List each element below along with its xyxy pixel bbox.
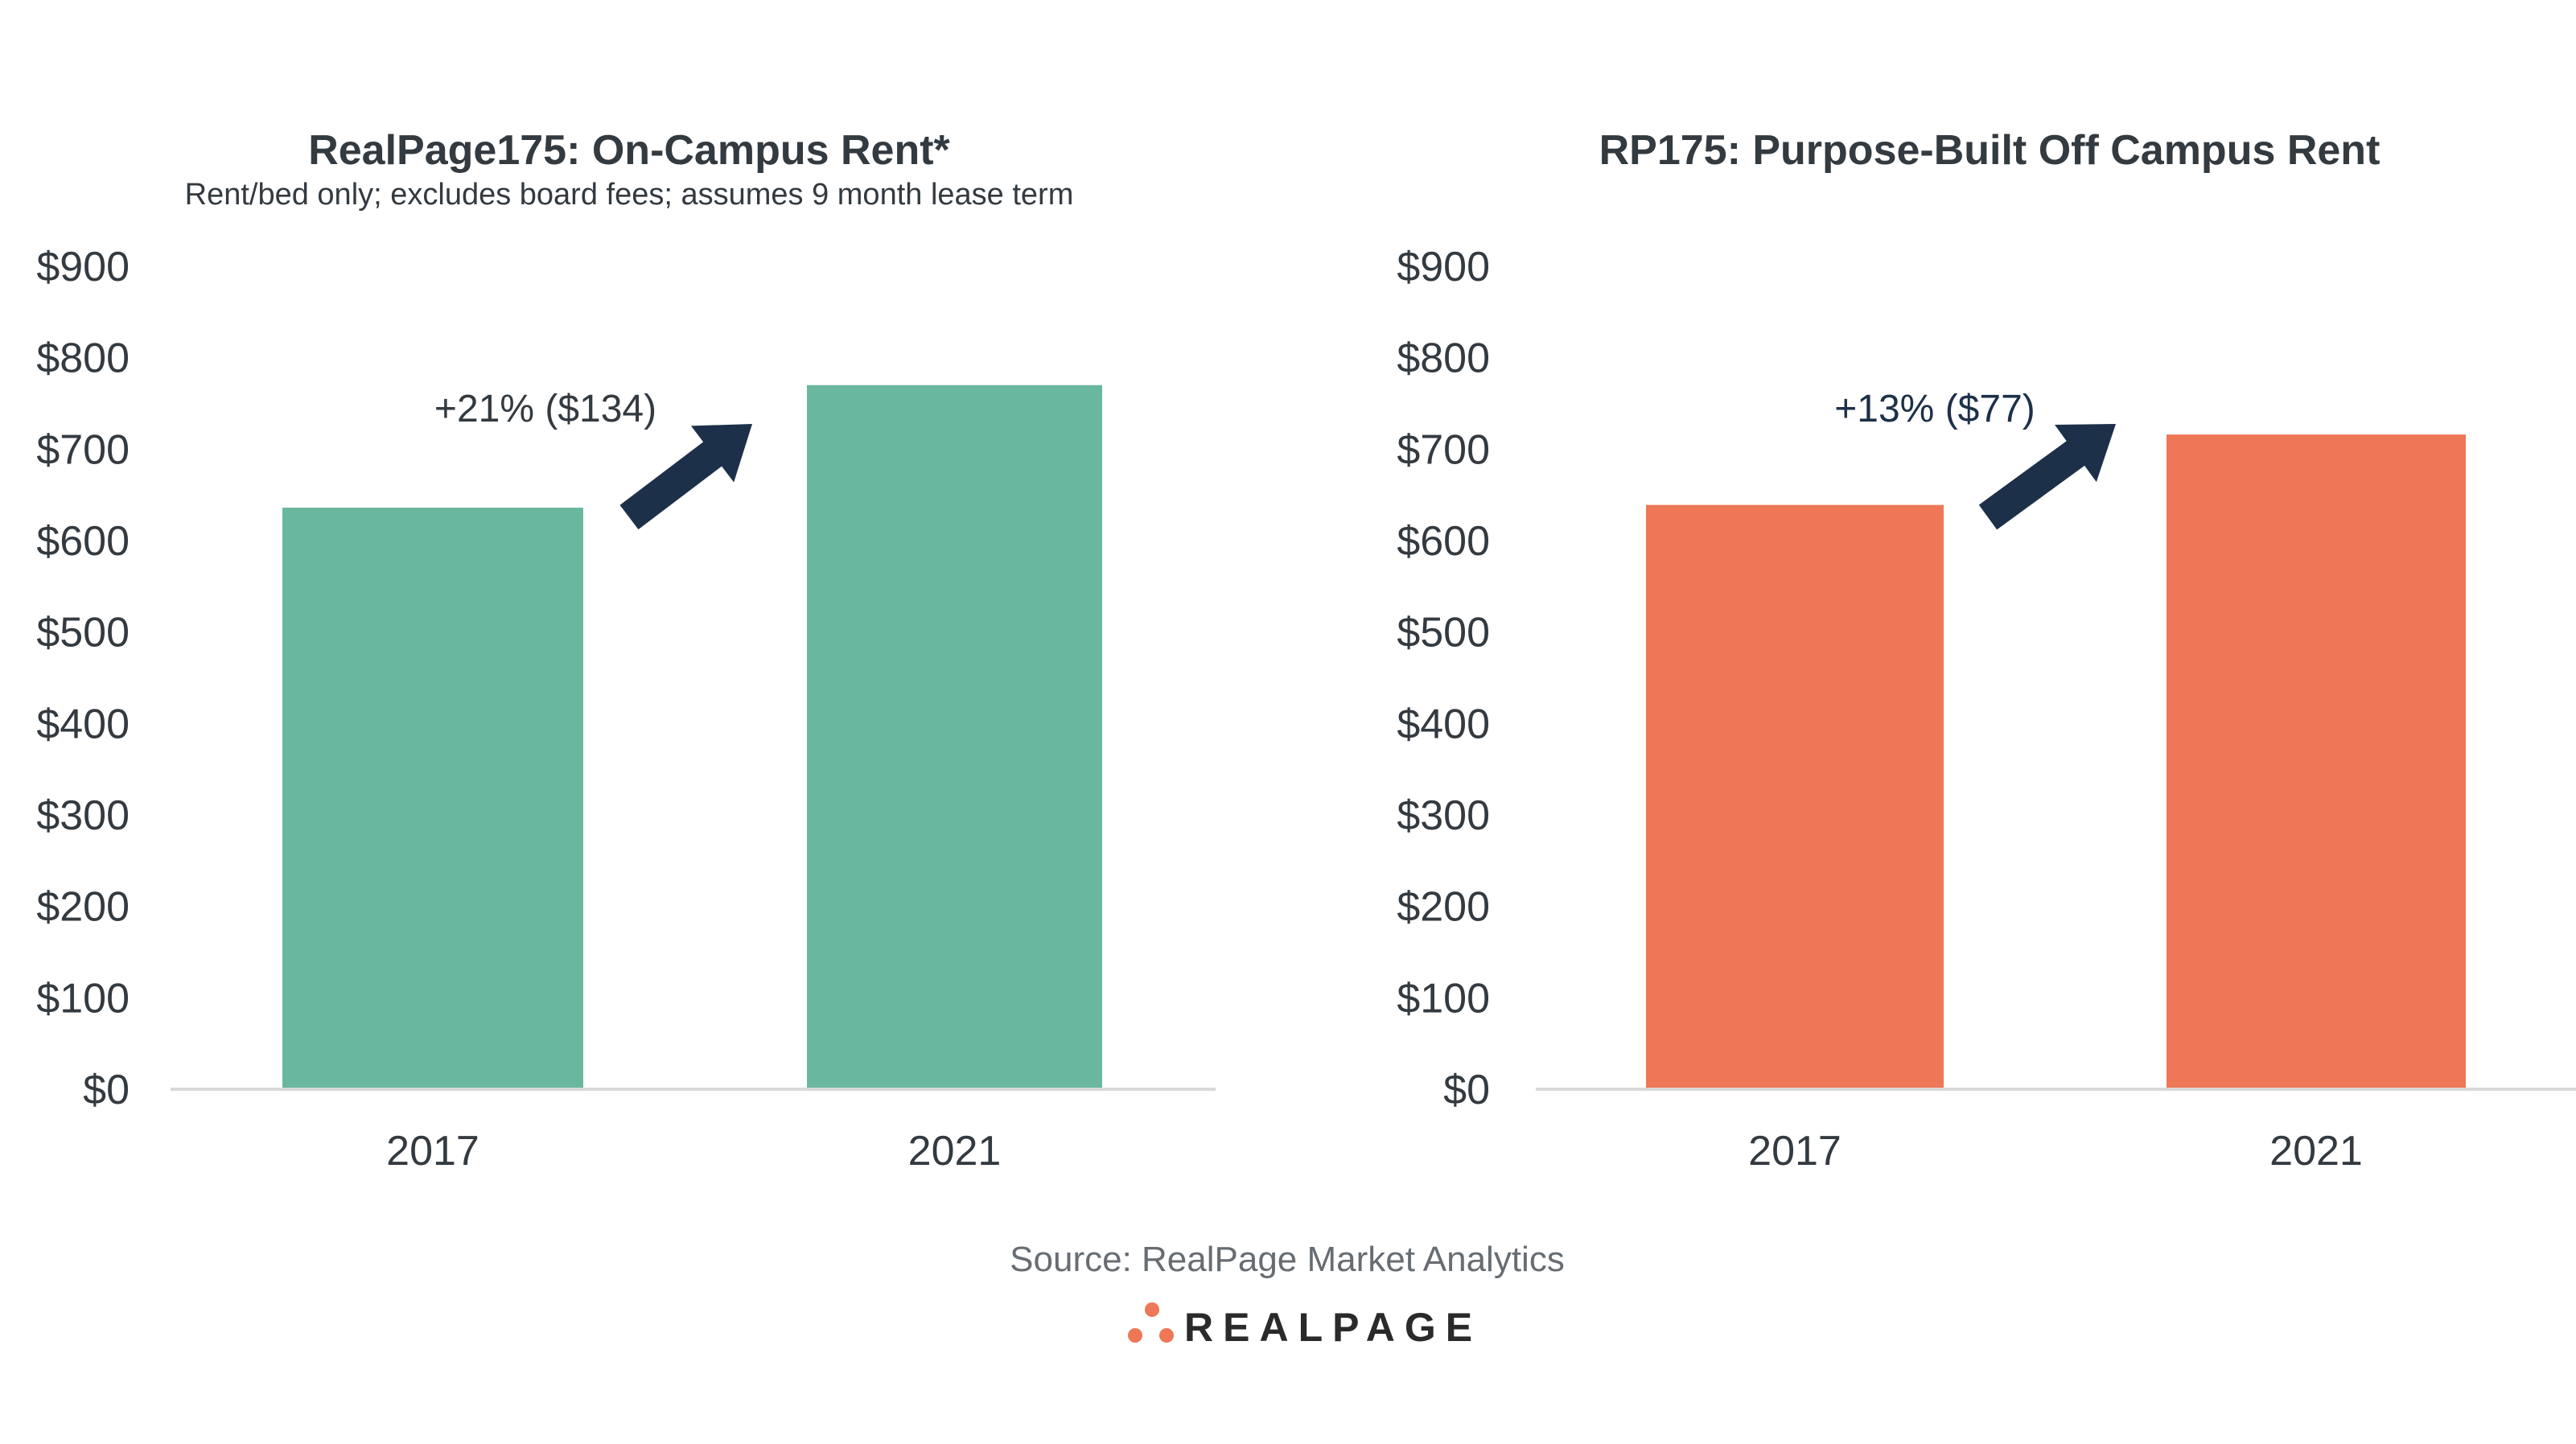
y-tick-label: $700 (36, 426, 130, 473)
bar-2021 (807, 385, 1102, 1089)
bar-2017 (282, 508, 583, 1089)
y-tick-label: $900 (36, 244, 130, 290)
chart-title: RP175: Purpose-Built Off Campus Rent (1599, 127, 2381, 174)
y-tick-label: $200 (36, 884, 130, 931)
y-tick-label: $100 (36, 975, 130, 1022)
y-tick-label: $500 (36, 610, 130, 656)
y-tick-label: $0 (83, 1067, 130, 1113)
chart-off-campus-rent: RP175: Purpose-Built Off Campus Rent +13… (1397, 127, 2576, 1175)
y-tick-label: $500 (1397, 610, 1490, 656)
x-tick-label: 2017 (386, 1128, 479, 1175)
realpage-logo: REALPAGE (1128, 1302, 1482, 1350)
chart-title: RealPage175: On-Campus Rent* (308, 127, 950, 174)
logo-text: REALPAGE (1184, 1305, 1482, 1350)
y-tick-label: $100 (1397, 975, 1490, 1022)
y-tick-label: $600 (1397, 518, 1490, 565)
arrow-up-right-icon (619, 424, 752, 530)
bar-2017 (1646, 504, 1944, 1089)
y-tick-label: $300 (1397, 792, 1490, 839)
bar-2021 (2167, 434, 2466, 1089)
y-tick-label: $700 (1397, 426, 1490, 473)
arrow-up-right-icon (1978, 424, 2116, 530)
growth-annotation: +21% ($134) (434, 388, 656, 430)
y-tick-label: $200 (1397, 884, 1490, 931)
y-tick-label: $800 (1397, 335, 1490, 382)
logo-dot (1128, 1328, 1142, 1343)
y-tick-label: $600 (36, 518, 130, 565)
y-tick-label: $800 (36, 335, 130, 382)
source-note: Source: RealPage Market Analytics (1010, 1240, 1565, 1279)
x-tick-label: 2021 (908, 1128, 1002, 1175)
logo-dot (1145, 1302, 1159, 1317)
chart-on-campus-rent: RealPage175: On-Campus Rent* Rent/bed on… (36, 127, 1216, 1175)
y-tick-label: $400 (36, 701, 130, 747)
y-tick-label: $400 (1397, 701, 1490, 747)
growth-annotation: +13% ($77) (1834, 388, 2035, 430)
logo-dot (1159, 1328, 1174, 1343)
y-tick-label: $0 (1443, 1067, 1490, 1113)
y-tick-label: $900 (1397, 244, 1490, 290)
y-tick-label: $300 (36, 792, 130, 839)
chart-subtitle: Rent/bed only; excludes board fees; assu… (185, 178, 1074, 212)
x-tick-label: 2017 (1748, 1128, 1841, 1175)
x-tick-label: 2021 (2269, 1128, 2363, 1175)
